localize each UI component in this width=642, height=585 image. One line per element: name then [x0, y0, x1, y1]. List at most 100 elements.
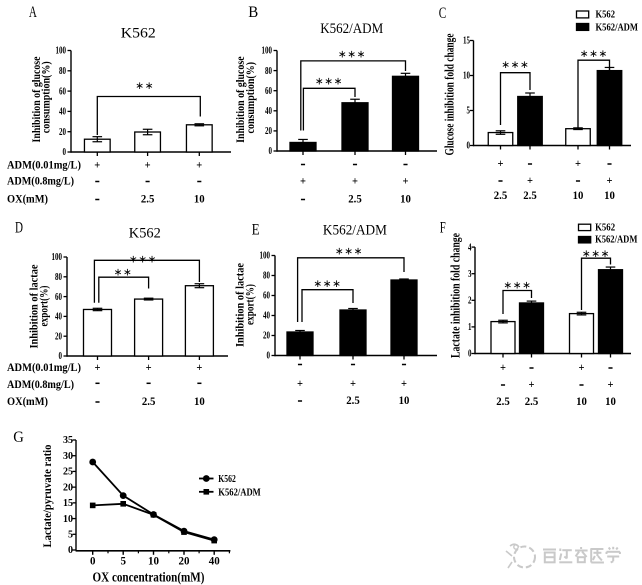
svg-text:5: 5 [68, 528, 73, 540]
svg-text:0: 0 [467, 141, 471, 152]
svg-text:0: 0 [68, 544, 73, 556]
svg-text:60: 60 [59, 86, 66, 97]
svg-text:+: + [95, 362, 101, 374]
svg-text:40: 40 [263, 311, 270, 322]
svg-text:80: 80 [263, 271, 270, 282]
svg-text:Inhibition of glucose: Inhibition of glucose [235, 56, 247, 143]
svg-text:F: F [440, 220, 446, 237]
svg-text:10: 10 [605, 396, 616, 408]
svg-text:∗∗∗: ∗∗∗ [129, 255, 157, 266]
svg-text:K562/ADM: K562/ADM [218, 486, 261, 498]
svg-text:100: 100 [262, 46, 273, 57]
svg-text:0: 0 [267, 351, 271, 362]
svg-text:20: 20 [55, 331, 62, 342]
svg-text:K562: K562 [121, 26, 156, 42]
svg-text:10: 10 [463, 71, 470, 82]
svg-text:+: + [529, 379, 535, 391]
svg-text:K562/ADM: K562/ADM [596, 21, 639, 33]
svg-text:C: C [439, 5, 447, 22]
svg-text:10: 10 [604, 190, 615, 202]
svg-text:OX(mM): OX(mM) [7, 194, 48, 206]
svg-text:60: 60 [265, 86, 272, 97]
svg-text:5: 5 [120, 554, 126, 568]
svg-text:OX(mM): OX(mM) [7, 396, 48, 408]
svg-text:2.5: 2.5 [141, 194, 155, 206]
svg-text:100: 100 [52, 252, 63, 263]
svg-text:5: 5 [467, 106, 471, 117]
svg-text:+: + [401, 378, 407, 390]
svg-text:export(%): export(%) [244, 284, 256, 325]
svg-text:∗∗∗: ∗∗∗ [313, 279, 341, 290]
svg-text:60: 60 [55, 292, 62, 303]
svg-text:10: 10 [400, 194, 411, 206]
svg-text:0: 0 [269, 146, 273, 157]
svg-text:10: 10 [576, 396, 587, 408]
svg-text:G: G [13, 429, 24, 446]
svg-text:25: 25 [63, 466, 73, 478]
svg-text:ADM(0.01mg/L): ADM(0.01mg/L) [7, 160, 81, 172]
svg-text:+: + [579, 362, 585, 374]
svg-text:K562/ADM: K562/ADM [323, 223, 387, 239]
svg-text:OX concentration(mM): OX concentration(mM) [93, 570, 205, 585]
svg-text:B: B [248, 4, 258, 21]
svg-text:15: 15 [463, 36, 470, 47]
svg-text:2.5: 2.5 [525, 396, 539, 408]
svg-text:K562: K562 [595, 222, 615, 234]
svg-text:K562: K562 [218, 473, 236, 485]
svg-text:∗∗∗: ∗∗∗ [338, 50, 366, 61]
svg-text:+: + [146, 362, 152, 374]
svg-text:Glucose inhibition fold change: Glucose inhibition fold change [443, 33, 457, 155]
svg-text:20: 20 [63, 481, 73, 493]
svg-text:∗∗∗: ∗∗∗ [501, 60, 529, 71]
svg-text:100: 100 [56, 46, 67, 57]
svg-text:+: + [607, 175, 613, 187]
svg-text:D: D [15, 220, 23, 237]
svg-text:ADM(0.01mg/L): ADM(0.01mg/L) [7, 362, 81, 374]
svg-text:+: + [350, 378, 356, 390]
svg-text:+: + [300, 176, 306, 188]
svg-text:Inhibition of glucose: Inhibition of glucose [31, 57, 43, 143]
svg-text:0: 0 [59, 351, 63, 362]
svg-text:40: 40 [55, 312, 62, 323]
svg-text:20: 20 [59, 127, 66, 138]
svg-text:export(%): export(%) [38, 285, 50, 326]
svg-text:3: 3 [468, 269, 472, 280]
svg-text:20: 20 [265, 126, 272, 137]
svg-text:∗∗∗: ∗∗∗ [582, 249, 610, 260]
svg-text:10: 10 [399, 395, 410, 407]
svg-text:2.5: 2.5 [523, 190, 537, 202]
svg-text:40: 40 [59, 107, 66, 118]
svg-text:+: + [403, 176, 409, 188]
svg-text:20: 20 [263, 331, 270, 342]
svg-text:4: 4 [468, 242, 472, 253]
svg-text:10: 10 [148, 554, 159, 568]
svg-text:K562: K562 [129, 225, 161, 241]
svg-text:∗∗: ∗∗ [114, 268, 133, 279]
svg-text:E: E [252, 221, 260, 238]
svg-text:+: + [527, 175, 533, 187]
svg-text:2.5: 2.5 [346, 395, 360, 407]
svg-text:K562/ADM: K562/ADM [595, 234, 638, 246]
svg-text:10: 10 [573, 190, 584, 202]
svg-text:80: 80 [59, 66, 66, 77]
svg-text:+: + [500, 362, 506, 374]
svg-text:A: A [29, 4, 37, 21]
svg-text:10: 10 [63, 513, 73, 525]
svg-text:100: 100 [260, 251, 271, 262]
svg-text:2.5: 2.5 [348, 194, 362, 206]
svg-text:30: 30 [63, 450, 73, 462]
svg-text:2: 2 [468, 296, 472, 307]
svg-text:Lactate inhibition fold change: Lactate inhibition fold change [448, 233, 462, 358]
svg-text:ADM(0.8mg/L): ADM(0.8mg/L) [7, 176, 74, 188]
svg-text:Lactate/pyruvate ratio: Lactate/pyruvate ratio [42, 444, 54, 547]
svg-text:Inhibition of lactae: Inhibition of lactae [29, 265, 41, 349]
svg-text:consumption(%): consumption(%) [245, 62, 257, 134]
svg-text:40: 40 [265, 106, 272, 117]
svg-text:0: 0 [63, 147, 67, 158]
svg-text:consumption(%): consumption(%) [41, 61, 53, 133]
svg-text:∗∗∗: ∗∗∗ [335, 247, 363, 258]
svg-text:+: + [575, 158, 581, 170]
svg-text:15: 15 [63, 497, 73, 509]
svg-text:80: 80 [265, 66, 272, 77]
svg-text:20: 20 [179, 554, 190, 568]
